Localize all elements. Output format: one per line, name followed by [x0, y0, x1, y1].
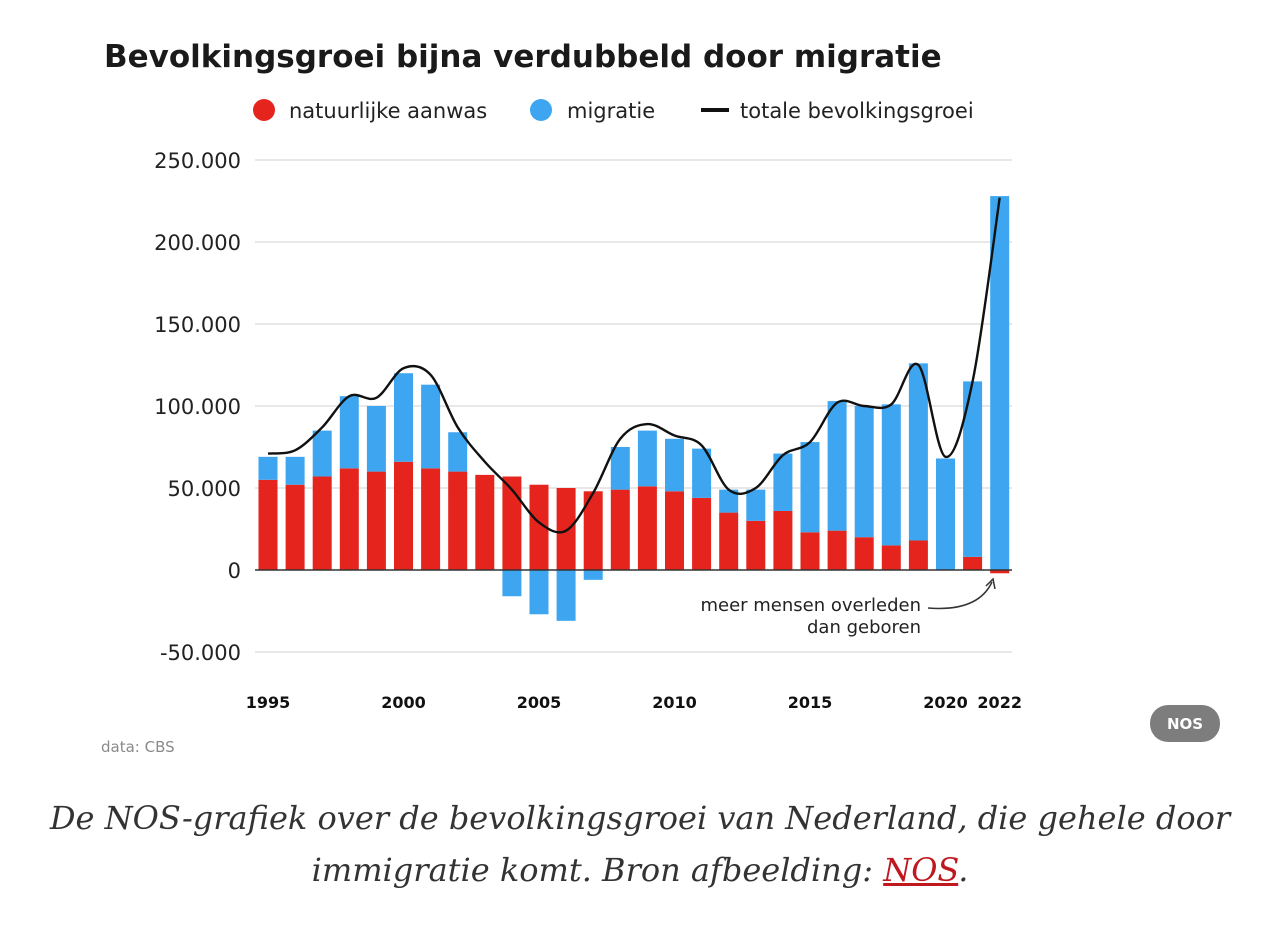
x-tick-label: 2020 [923, 693, 968, 712]
legend: natuurlijke aanwas migratie totale bevol… [253, 99, 974, 123]
legend-label-totale-bevolkingsgroei: totale bevolkingsgroei [740, 99, 974, 123]
y-tick-label: 150.000 [154, 313, 241, 337]
bar-migratie-2019 [908, 363, 928, 541]
bar-natuurlijke-aanwas-1997 [312, 476, 332, 570]
bar-migratie-1998 [339, 396, 359, 469]
bar-migratie-1995 [258, 456, 278, 480]
bar-natuurlijke-aanwas-2015 [800, 532, 820, 570]
bar-migratie-2022 [990, 196, 1010, 570]
x-tick-label: 2015 [788, 693, 833, 712]
bar-natuurlijke-aanwas-2011 [692, 497, 712, 570]
bar-natuurlijke-aanwas-2017 [854, 537, 874, 570]
annotation-line-1: meer mensen overleden [700, 595, 921, 616]
bar-migratie-2020 [936, 458, 955, 570]
chart-title: Bevolkingsgroei bijna verdubbeld door mi… [104, 39, 942, 75]
y-axis-tick-labels: 250.000 200.000 150.000 100.000 50.000 0 -50.0… [154, 149, 241, 665]
bar-natuurlijke-aanwas-2001 [421, 468, 441, 570]
y-tick-label: 0 [228, 559, 241, 583]
bar-natuurlijke-aanwas-2000 [394, 461, 413, 570]
line-totale-bevolkingsgroei [267, 197, 1001, 534]
bar-migratie-2000 [394, 373, 413, 462]
bar-migratie-2014 [773, 453, 793, 511]
bar-migratie-2016 [827, 401, 847, 531]
figure-caption: De NOS-grafiek over de bevolkingsgroei v… [40, 792, 1240, 896]
y-tick-label: 250.000 [154, 149, 241, 173]
y-tick-label: -50.000 [160, 641, 241, 665]
annotation-arrow-head-icon [985, 577, 996, 590]
y-tick-label: 100.000 [154, 395, 241, 419]
bar-migratie-2012 [719, 489, 739, 513]
bar-natuurlijke-aanwas-2010 [665, 491, 684, 570]
bar-natuurlijke-aanwas-2019 [908, 540, 928, 570]
bar-natuurlijke-aanwas-2014 [773, 510, 793, 570]
bar-migratie-2009 [637, 430, 657, 487]
bar-natuurlijke-aanwas-2009 [637, 486, 657, 570]
bar-migratie-2001 [421, 384, 441, 469]
bar-natuurlijke-aanwas-2004 [502, 476, 522, 570]
x-tick-label: 2000 [381, 693, 426, 712]
bar-natuurlijke-aanwas-2013 [746, 520, 766, 570]
annotation-arrow [927, 581, 993, 610]
bar-migratie-1997 [312, 430, 332, 477]
source-note: data: CBS [101, 738, 175, 756]
x-tick-label: 2022 [977, 693, 1022, 712]
bar-natuurlijke-aanwas-2005 [529, 484, 549, 570]
bar-natuurlijke-aanwas-2003 [475, 474, 495, 570]
total-growth-line-layer [267, 197, 1001, 534]
caption-text: De NOS-grafiek over de bevolkingsgroei v… [49, 799, 1231, 889]
legend-swatch-totale-bevolkingsgroei [701, 108, 729, 112]
x-tick-label: 1995 [246, 693, 291, 712]
bar-natuurlijke-aanwas-1995 [258, 479, 278, 570]
bar-migratie-2013 [746, 489, 766, 521]
bar-natuurlijke-aanwas-2007 [583, 491, 603, 570]
bar-natuurlijke-aanwas-2022 [990, 570, 1010, 574]
bar-natuurlijke-aanwas-1996 [285, 484, 305, 570]
x-axis-tick-labels: 1995 2000 2005 2010 2015 2020 2022 [246, 693, 1022, 712]
bar-migratie-2017 [854, 406, 874, 538]
bar-migratie-2007 [583, 570, 603, 580]
bar-natuurlijke-aanwas-2012 [719, 512, 739, 570]
bar-migratie-2010 [665, 438, 684, 492]
bar-natuurlijke-aanwas-2016 [827, 530, 847, 570]
bar-migratie-2018 [881, 404, 901, 546]
bar-migratie-2015 [800, 442, 820, 533]
bar-natuurlijke-aanwas-2021 [963, 556, 983, 570]
legend-label-migratie: migratie [567, 99, 655, 123]
bar-migratie-1999 [366, 406, 386, 472]
bar-migratie-2002 [448, 432, 468, 472]
y-tick-label: 200.000 [154, 231, 241, 255]
bar-migratie-1996 [285, 456, 305, 485]
bar-natuurlijke-aanwas-2008 [610, 489, 630, 570]
caption-source-link[interactable]: NOS [883, 851, 959, 889]
annotation-line-2: dan geboren [807, 617, 921, 638]
bar-natuurlijke-aanwas-2018 [881, 545, 901, 570]
legend-swatch-natuurlijke-aanwas [253, 99, 275, 121]
bar-natuurlijke-aanwas-1998 [339, 468, 359, 570]
bar-migratie-2008 [610, 447, 630, 490]
x-tick-label: 2005 [517, 693, 562, 712]
bar-migratie-2004 [502, 570, 522, 597]
bar-migratie-2011 [692, 448, 712, 498]
nos-logo-text: NOS [1167, 715, 1203, 733]
nos-logo: NOS [1150, 705, 1220, 742]
annotation: meer mensen overleden dan geboren [700, 577, 996, 638]
bar-natuurlijke-aanwas-1999 [366, 471, 386, 570]
bar-natuurlijke-aanwas-2002 [448, 471, 468, 570]
bar-migratie-2005 [529, 570, 549, 615]
bar-natuurlijke-aanwas-2006 [556, 488, 576, 570]
x-tick-label: 2010 [652, 693, 697, 712]
caption-end: . [958, 851, 969, 889]
bars [258, 196, 1010, 621]
bar-migratie-2006 [556, 570, 576, 621]
y-tick-label: 50.000 [168, 477, 241, 501]
legend-label-natuurlijke-aanwas: natuurlijke aanwas [289, 99, 487, 123]
bar-migratie-2021 [963, 381, 983, 557]
legend-swatch-migratie [530, 99, 552, 121]
nos-logo-badge [1150, 705, 1220, 742]
